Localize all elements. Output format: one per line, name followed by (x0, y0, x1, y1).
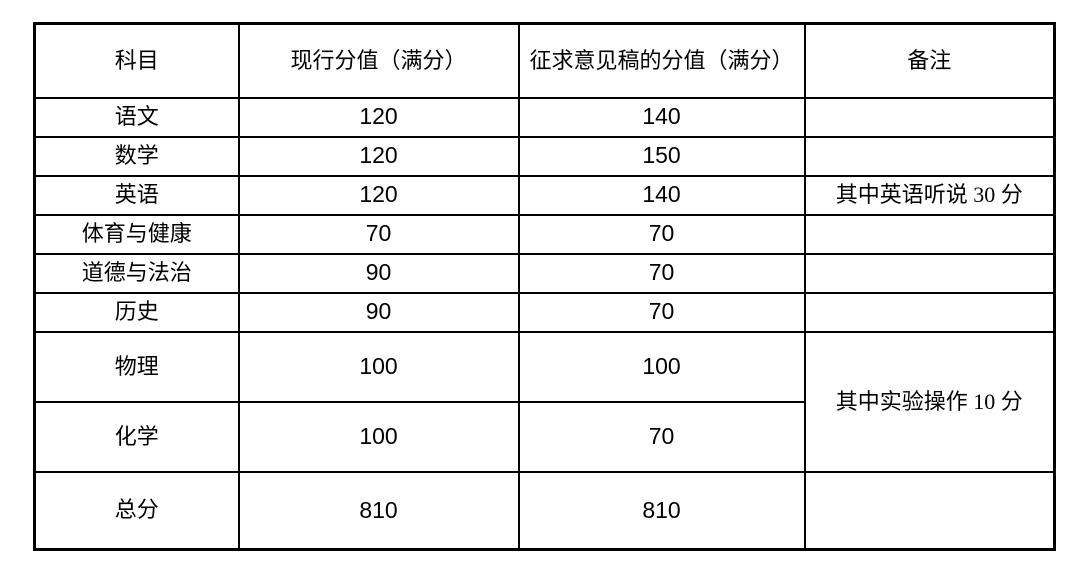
cell-proposed-score: 810 (517, 470, 806, 551)
cell-proposed-score: 140 (517, 174, 806, 216)
cell-current-score: 120 (237, 174, 520, 216)
cell-remark-merged: 其中实验操作 10 分 (803, 330, 1056, 473)
cell-current-score: 90 (237, 252, 520, 294)
cell-subject: 历史 (33, 291, 240, 333)
cell-remark: 其中英语听说 30 分 (803, 174, 1056, 216)
table-header-row: 科目 现行分值（满分） 征求意见稿的分值（满分） 备注 (33, 22, 1056, 99)
cell-remark (803, 470, 1056, 551)
cell-subject: 总分 (33, 470, 240, 551)
column-header-current: 现行分值（满分） (237, 22, 520, 99)
column-header-subject: 科目 (33, 22, 240, 99)
cell-subject: 语文 (33, 96, 240, 138)
table-row: 体育与健康 70 70 (33, 213, 1056, 255)
cell-proposed-score: 140 (517, 96, 806, 138)
cell-current-score: 100 (237, 330, 520, 403)
cell-current-score: 810 (237, 470, 520, 551)
column-header-remark: 备注 (803, 22, 1056, 99)
column-header-proposed: 征求意见稿的分值（满分） (517, 22, 806, 99)
table-row: 道德与法治 90 70 (33, 252, 1056, 294)
cell-current-score: 90 (237, 291, 520, 333)
cell-remark (803, 252, 1056, 294)
cell-subject: 数学 (33, 135, 240, 177)
cell-current-score: 70 (237, 213, 520, 255)
cell-subject: 物理 (33, 330, 240, 403)
cell-remark (803, 135, 1056, 177)
table-row-total: 总分 810 810 (33, 470, 1056, 551)
cell-subject: 道德与法治 (33, 252, 240, 294)
cell-current-score: 100 (237, 400, 520, 473)
cell-proposed-score: 100 (517, 330, 806, 403)
table-row: 物理 100 100 其中实验操作 10 分 (33, 330, 1056, 473)
cell-proposed-score: 70 (517, 291, 806, 333)
cell-proposed-score: 70 (517, 213, 806, 255)
cell-remark (803, 213, 1056, 255)
cell-remark (803, 291, 1056, 333)
cell-current-score: 120 (237, 135, 520, 177)
cell-proposed-score: 70 (517, 252, 806, 294)
cell-subject: 体育与健康 (33, 213, 240, 255)
cell-proposed-score: 150 (517, 135, 806, 177)
table-row: 化学 100 70 (33, 400, 1055, 473)
cell-subject: 英语 (33, 174, 240, 216)
cell-remark (803, 96, 1056, 138)
score-comparison-table: 科目 现行分值（满分） 征求意见稿的分值（满分） 备注 语文 120 140 数… (33, 22, 1056, 551)
cell-proposed-score: 70 (517, 400, 806, 473)
table-row: 语文 120 140 (33, 96, 1056, 138)
cell-current-score: 120 (237, 96, 520, 138)
table-row: 历史 90 70 (33, 291, 1056, 333)
cell-subject: 化学 (33, 400, 240, 473)
table-row: 英语 120 140 其中英语听说 30 分 (33, 174, 1056, 216)
table-row: 数学 120 150 (33, 135, 1056, 177)
